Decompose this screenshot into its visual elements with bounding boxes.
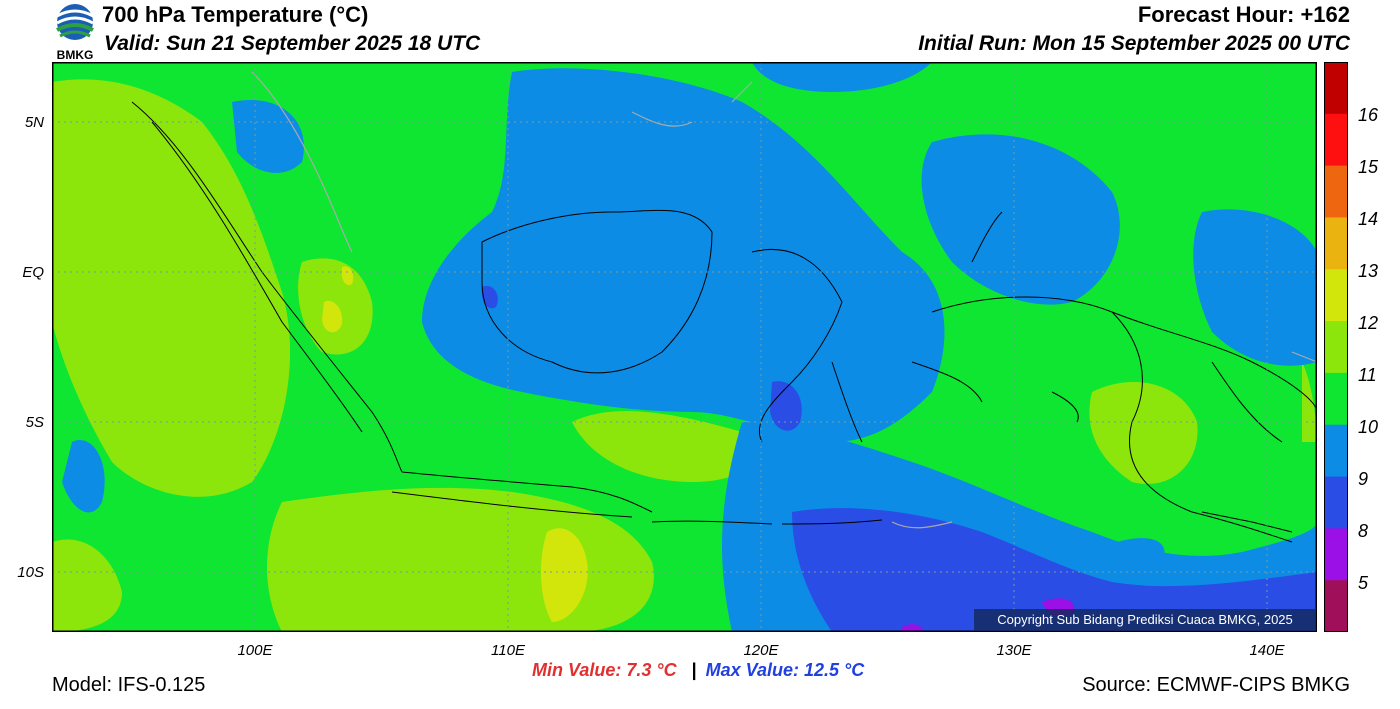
colorbar-swatch (1324, 580, 1348, 632)
colorbar-swatch (1324, 321, 1348, 374)
field-12-13 (322, 266, 588, 622)
lat-label-5s: 5S (25, 414, 44, 431)
map-title: 700 hPa Temperature (°C) (102, 2, 369, 27)
lon-label-110e: 110E (491, 642, 525, 659)
gridlines (52, 62, 1317, 632)
colorbar-swatch (1324, 476, 1348, 529)
data-source: Source: ECMWF-CIPS BMKG (1082, 674, 1350, 696)
colorbar-swatch (1324, 424, 1348, 478)
colorbar-swatch (1324, 372, 1348, 426)
colorbar-label-15: 15 (1358, 157, 1379, 177)
colorbar (1324, 62, 1348, 632)
model-name: Model: IFS-0.125 (52, 674, 206, 696)
colorbar-label-9: 9 (1358, 469, 1369, 489)
colorbar-swatch (1324, 269, 1348, 322)
colorbar-label-16: 16 (1358, 105, 1379, 125)
temperature-map (52, 62, 1317, 632)
max-value: Max Value: 12.5 °C (705, 660, 865, 680)
lon-label-140e: 140E (1249, 642, 1285, 659)
map-frame (52, 62, 1317, 632)
min-value: Min Value: 7.3 °C (532, 660, 677, 680)
lat-label-10s: 10S (17, 564, 44, 581)
colorbar-swatch (1324, 62, 1348, 115)
colorbar-swatch (1324, 113, 1348, 167)
bmkg-logo: BMKG (56, 4, 94, 62)
other-borders (251, 71, 1317, 529)
colorbar-label-5: 5 (1358, 573, 1369, 593)
colorbar-swatch (1324, 528, 1348, 581)
colorbar-label-13: 13 (1358, 261, 1379, 281)
copyright-notice: Copyright Sub Bidang Prediksi Cuaca BMKG… (974, 609, 1316, 631)
lat-label-5n: 5N (24, 114, 44, 131)
colorbar-label-12: 12 (1358, 313, 1379, 333)
colorbar-label-8: 8 (1358, 521, 1369, 541)
lat-label-eq: EQ (22, 264, 44, 281)
min-max-values: Min Value: 7.3 °C | Max Value: 12.5 °C (532, 660, 864, 681)
initial-run: Initial Run: Mon 15 September 2025 00 UT… (918, 32, 1350, 55)
logo-text: BMKG (57, 48, 94, 62)
valid-time: Valid: Sun 21 September 2025 18 UTC (104, 32, 481, 55)
field-8-9 (481, 285, 1317, 632)
colorbar-label-10: 10 (1358, 417, 1379, 437)
coastlines (131, 101, 1317, 543)
lon-label-120e: 120E (743, 642, 779, 659)
lon-label-130e: 130E (996, 642, 1032, 659)
colorbar-label-11: 11 (1358, 365, 1377, 385)
lon-label-100e: 100E (237, 642, 273, 659)
colorbar-swatch (1324, 165, 1348, 218)
forecast-hour: Forecast Hour: +162 (1137, 2, 1350, 27)
colorbar-swatch (1324, 217, 1348, 270)
colorbar-label-14: 14 (1358, 209, 1379, 229)
value-separator: | (691, 660, 697, 680)
field-11-12 (52, 79, 1317, 632)
